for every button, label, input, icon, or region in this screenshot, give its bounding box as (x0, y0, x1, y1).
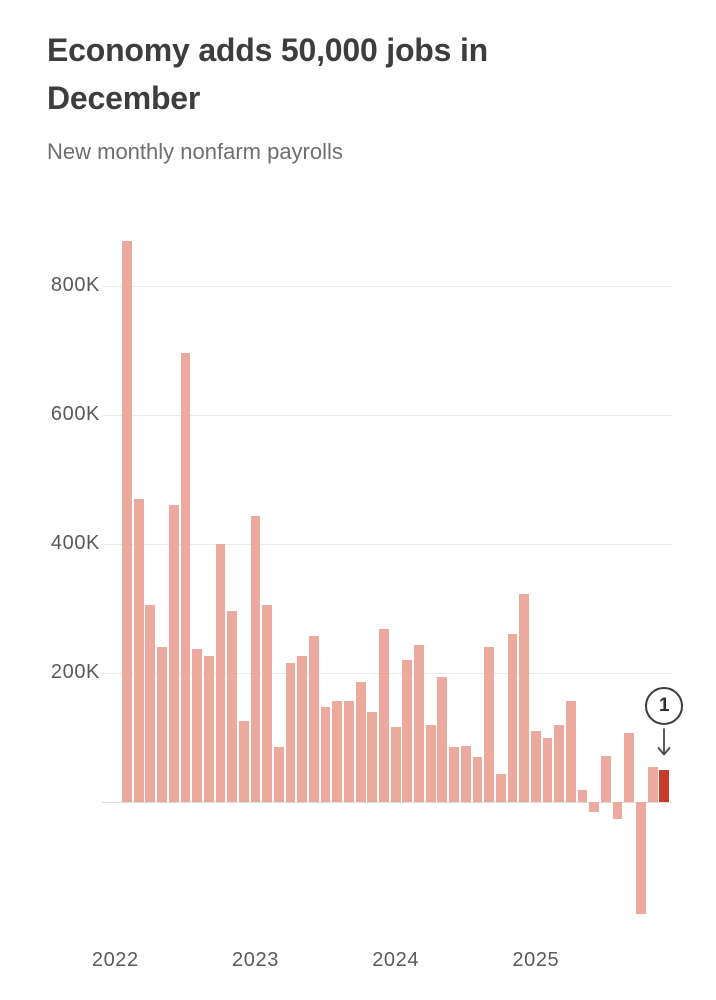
annotation-badge: 1 (645, 687, 684, 725)
bar-apr-2024 (425, 725, 436, 802)
bar-oct-2023 (355, 682, 366, 802)
gridline (102, 285, 672, 287)
bar-jul-2023 (320, 707, 331, 802)
bar-aug-2023 (332, 701, 343, 802)
bar-apr-2025 (565, 700, 576, 802)
bar-oct-2024 (495, 774, 506, 802)
bar-mar-2023 (273, 747, 284, 802)
zero-baseline (102, 801, 672, 803)
bar-sep-2022 (203, 656, 214, 802)
bar-aug-2022 (192, 649, 202, 802)
bar-aug-2024 (472, 756, 483, 802)
chart-title: Economy adds 50,000 jobs in December (47, 32, 488, 116)
bar-may-2024 (437, 676, 448, 802)
down-arrow-icon (657, 728, 671, 756)
bar-apr-2022 (145, 605, 156, 802)
bar-nov-2023 (367, 711, 378, 802)
x-axis-label-2025: 2025 (512, 949, 560, 971)
bar-jan-2025 (530, 731, 541, 802)
y-axis-label: 600K (50, 403, 100, 426)
bar-dec-2024 (519, 593, 530, 802)
x-axis-label-2023: 2023 (232, 949, 279, 971)
bar-jun-2024 (449, 747, 459, 802)
bar-aug-2025 (612, 802, 623, 820)
bar-dec-2023 (379, 629, 389, 802)
bar-jul-2025 (601, 756, 611, 802)
bar-feb-2022 (122, 241, 132, 802)
bar-oct-2022 (215, 544, 226, 802)
bar-nov-2024 (507, 633, 518, 802)
bar-oct-2025 (636, 802, 646, 915)
y-axis-label: 400K (50, 532, 100, 555)
bar-jun-2025 (589, 802, 600, 813)
x-axis-label-2024: 2024 (372, 949, 420, 971)
gridline (102, 543, 672, 545)
gridline (102, 414, 672, 416)
bar-jan-2023 (250, 516, 261, 802)
bar-jan-2024 (390, 726, 401, 802)
bar-may-2025 (577, 790, 588, 802)
bar-sep-2024 (484, 647, 494, 802)
bar-jul-2024 (460, 745, 471, 802)
bar-nov-2022 (227, 610, 238, 802)
bar-jul-2022 (180, 352, 191, 802)
bar-may-2022 (157, 647, 167, 802)
bar-feb-2024 (402, 659, 413, 802)
chart-subtitle: New monthly nonfarm payrolls (47, 139, 343, 164)
bar-mar-2025 (554, 724, 565, 802)
bar-sep-2025 (624, 733, 635, 802)
bar-nov-2025 (647, 766, 658, 802)
bar-may-2023 (297, 655, 308, 802)
bar-apr-2023 (285, 662, 296, 802)
bar-dec-2025 (659, 769, 670, 802)
y-axis-label: 200K (50, 661, 100, 684)
bar-jun-2023 (308, 636, 319, 802)
bar-jun-2022 (168, 504, 179, 802)
bar-feb-2025 (542, 737, 553, 802)
bar-dec-2022 (238, 721, 249, 802)
x-axis-label-2022: 2022 (91, 949, 139, 971)
bar-feb-2023 (262, 604, 273, 802)
y-axis-label: 800K (50, 274, 100, 297)
bar-mar-2024 (414, 645, 424, 802)
bar-mar-2022 (133, 499, 144, 802)
bar-sep-2023 (344, 700, 354, 802)
